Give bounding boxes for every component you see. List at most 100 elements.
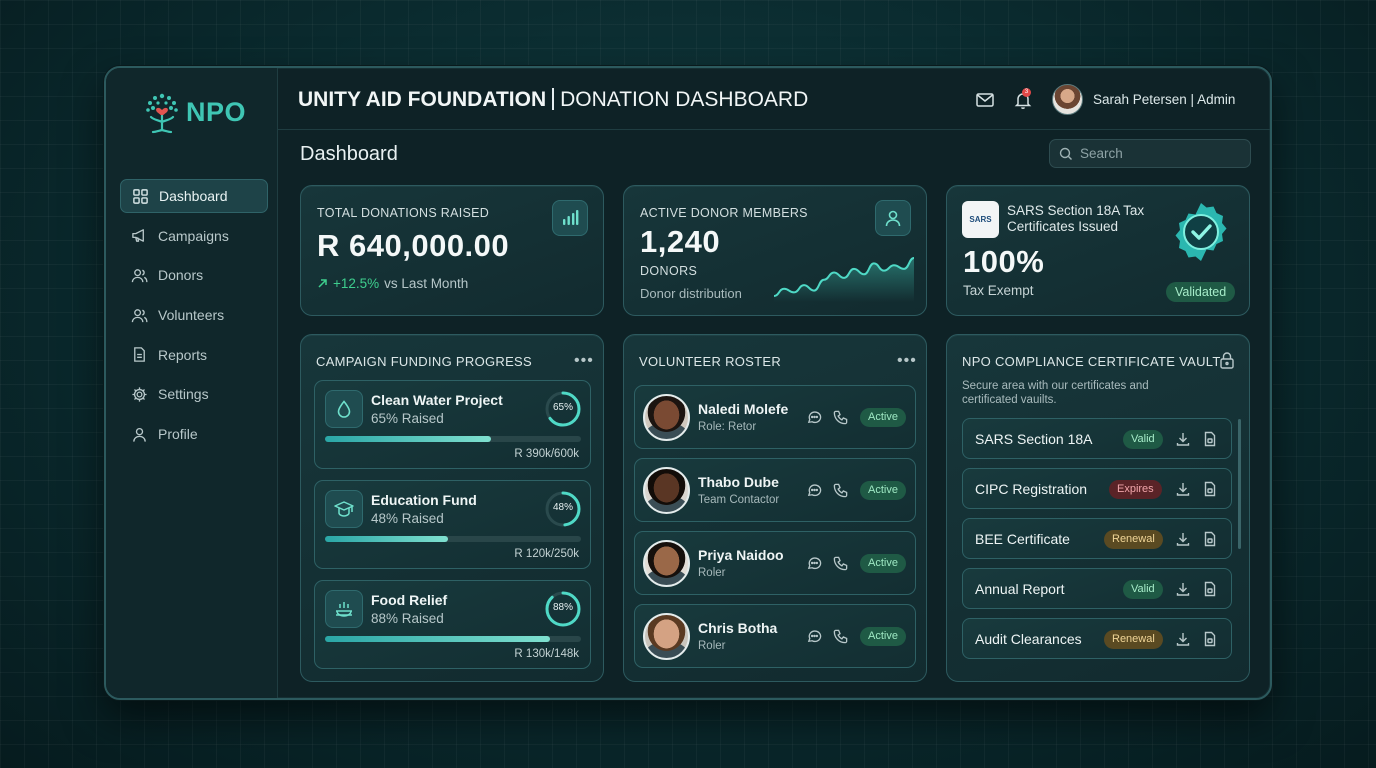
download-icon[interactable]: [1175, 581, 1191, 597]
campaign-progress-card: CAMPAIGN FUNDING PROGRESS ••• Clean Wate…: [300, 334, 604, 682]
campaign-item[interactable]: Food Relief 88% Raised 88% R 130k/148k: [314, 580, 591, 669]
trend-value: +12.5%: [333, 276, 380, 291]
sidebar-item-campaigns[interactable]: Campaigns: [120, 219, 268, 253]
download-icon[interactable]: [1175, 481, 1191, 497]
sidebar-item-settings[interactable]: Settings: [120, 377, 268, 411]
search-icon: [1059, 147, 1072, 160]
trend-row: +12.5% vs Last Month: [317, 276, 468, 291]
file-icon[interactable]: [1202, 631, 1218, 647]
file-icon[interactable]: [1202, 581, 1218, 597]
volunteer-item[interactable]: Chris Botha Roler Active: [634, 604, 916, 668]
phone-icon[interactable]: [832, 409, 849, 426]
graduation-cap-icon: [334, 501, 354, 517]
mail-icon[interactable]: [975, 90, 995, 110]
scrollbar[interactable]: [1238, 419, 1241, 549]
certificate-item[interactable]: CIPC Registration Expires: [962, 468, 1232, 509]
graduation-cap-icon-box: [325, 490, 363, 528]
user-icon-box: [875, 200, 911, 236]
volunteer-item[interactable]: Priya Naidoo Roler Active: [634, 531, 916, 595]
volunteer-name: Priya Naidoo: [698, 547, 784, 563]
campaign-raised: 48% Raised: [371, 511, 444, 526]
volunteer-role: Roler: [698, 640, 726, 652]
download-icon[interactable]: [1175, 531, 1191, 547]
chat-icon[interactable]: [806, 409, 823, 426]
sidebar-item-donors[interactable]: Donors: [120, 258, 268, 292]
user-name[interactable]: Sarah Petersen | Admin: [1093, 92, 1236, 107]
status-badge: Active: [860, 408, 906, 427]
certificate-item[interactable]: Annual Report Valid: [962, 568, 1232, 609]
chat-icon[interactable]: [806, 555, 823, 572]
grid-icon: [133, 188, 148, 204]
phone-icon[interactable]: [832, 555, 849, 572]
org-name: UNITY AID FOUNDATION: [298, 88, 547, 111]
download-icon[interactable]: [1175, 631, 1191, 647]
chat-icon[interactable]: [806, 628, 823, 645]
avatar[interactable]: [1052, 84, 1083, 115]
sidebar-nav: Dashboard Campaigns Donors Volunteers Re…: [120, 179, 268, 457]
users-icon: [131, 269, 148, 283]
file-icon[interactable]: [1202, 431, 1218, 447]
avatar: [643, 467, 690, 514]
sparkline-area: [774, 258, 914, 302]
megaphone-icon: [132, 229, 144, 243]
progress-ring: 48%: [544, 490, 582, 528]
download-icon[interactable]: [1175, 431, 1191, 447]
campaign-amount: R 390k/600k: [514, 448, 579, 460]
sidebar-item-label: Reports: [158, 346, 208, 363]
sidebar-item-profile[interactable]: Profile: [120, 417, 268, 451]
section-title: CAMPAIGN FUNDING PROGRESS: [316, 354, 533, 369]
certificate-name: Audit Clearances: [975, 631, 1082, 647]
active-donors-card: ACTIVE DONOR MEMBERS 1,240 DONORS Donor …: [623, 185, 927, 316]
campaign-amount: R 120k/250k: [514, 548, 579, 560]
status-badge: Active: [860, 554, 906, 573]
progress-bar-fill: [325, 436, 492, 442]
logo[interactable]: NPO: [142, 90, 246, 134]
sidebar-item-label: Profile: [158, 426, 198, 443]
bar-chart-icon: [563, 210, 579, 225]
campaign-item[interactable]: Education Fund 48% Raised 48% R 120k/250…: [314, 480, 591, 569]
certificate-name: BEE Certificate: [975, 531, 1070, 547]
kpi-label: ACTIVE DONOR MEMBERS: [640, 206, 808, 220]
phone-icon[interactable]: [832, 482, 849, 499]
certificate-item[interactable]: BEE Certificate Renewal: [962, 518, 1232, 559]
sidebar-item-label: Campaigns: [158, 227, 229, 244]
status-badge: Expires: [1109, 480, 1162, 499]
volunteer-role: Role: Retor: [698, 421, 757, 433]
sidebar: NPO Dashboard Campaigns Donors Volunteer…: [106, 68, 278, 698]
certificate-name: CIPC Registration: [975, 481, 1088, 497]
phone-icon[interactable]: [832, 628, 849, 645]
progress-ring-label: 88%: [552, 602, 573, 613]
kpi-label: TOTAL DONATIONS RAISED: [317, 206, 490, 220]
app-window: NPO Dashboard Campaigns Donors Volunteer…: [104, 66, 1272, 700]
sidebar-item-volunteers[interactable]: Volunteers: [120, 298, 268, 332]
volunteer-item[interactable]: Thabo Dube Team Contactor Active: [634, 458, 916, 522]
more-options-icon[interactable]: •••: [897, 352, 917, 369]
sidebar-item-dashboard[interactable]: Dashboard: [120, 179, 268, 213]
certificate-item[interactable]: Audit Clearances Renewal: [962, 618, 1232, 659]
logo-text: NPO: [186, 96, 247, 127]
campaign-item[interactable]: Clean Water Project 65% Raised 65% R 390…: [314, 380, 591, 469]
notification-badge: 3: [1022, 88, 1031, 97]
search-box[interactable]: [1049, 139, 1251, 168]
chat-icon[interactable]: [806, 482, 823, 499]
kpi-caption: Tax Exempt: [963, 283, 1034, 298]
progress-bar-fill: [325, 536, 448, 542]
sidebar-item-label: Volunteers: [158, 307, 225, 324]
file-icon[interactable]: [1202, 531, 1218, 547]
campaign-name: Clean Water Project: [371, 392, 503, 408]
volunteer-role: Roler: [698, 567, 726, 579]
sidebar-item-reports[interactable]: Reports: [120, 338, 268, 372]
status-badge: Renewal: [1104, 630, 1163, 649]
volunteer-item[interactable]: Naledi Molefe Role: Retor Active: [634, 385, 916, 449]
kpi-value: R 640,000.00: [317, 228, 510, 263]
certificate-item[interactable]: SARS Section 18A Valid: [962, 418, 1232, 459]
food-bowl-icon-box: [325, 590, 363, 628]
kpi-value: 100%: [963, 244, 1045, 279]
search-input[interactable]: [1080, 146, 1240, 161]
trend-up-icon: [318, 279, 327, 288]
kpi-caption: Donor distribution: [640, 286, 742, 301]
gear-icon: [132, 387, 147, 402]
more-options-icon[interactable]: •••: [574, 352, 594, 369]
file-icon[interactable]: [1202, 481, 1218, 497]
campaign-name: Education Fund: [371, 492, 477, 508]
